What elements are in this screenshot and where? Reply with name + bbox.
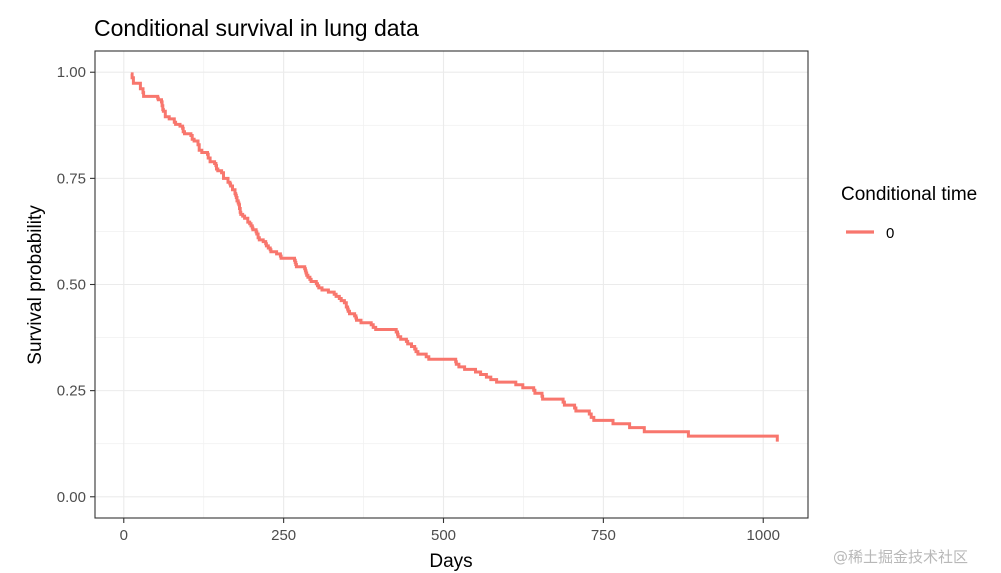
y-tick-label: 0.00: [57, 489, 86, 506]
x-axis: 0 250 500 750 1000: [120, 518, 780, 544]
x-axis-title: Days: [429, 551, 472, 572]
legend-label-0: 0: [886, 225, 894, 242]
legend-title: Conditional time: [841, 184, 977, 205]
y-tick-label: 0.50: [57, 277, 86, 294]
series-line-0: [130, 72, 779, 442]
y-tick-label: 1.00: [57, 64, 86, 81]
x-tick-label: 750: [591, 527, 616, 544]
series-layer: [130, 72, 779, 442]
chart-title: Conditional survival in lung data: [94, 15, 419, 41]
y-tick-label: 0.75: [57, 170, 86, 187]
legend: Conditional time 0: [841, 184, 977, 242]
x-tick-label: 500: [431, 527, 456, 544]
grid-lines: [95, 51, 808, 518]
watermark: @稀土掘金技术社区: [833, 548, 968, 566]
x-tick-label: 0: [120, 527, 128, 544]
y-tick-label: 0.25: [57, 383, 86, 400]
y-axis-title: Survival probability: [25, 205, 46, 365]
x-tick-label: 1000: [747, 527, 780, 544]
y-axis: 0.00 0.25 0.50 0.75 1.00: [57, 64, 95, 506]
x-tick-label: 250: [271, 527, 296, 544]
